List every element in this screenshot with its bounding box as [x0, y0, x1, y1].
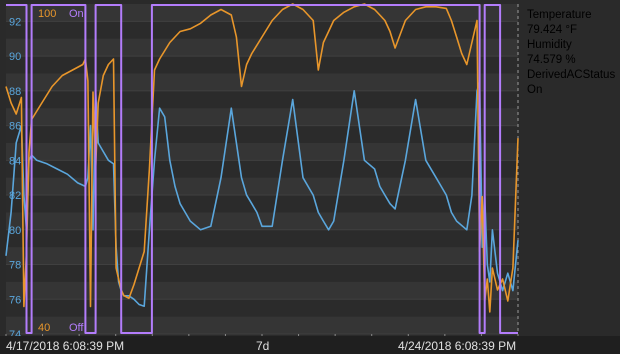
y-tick-humidity-min: 40 — [38, 322, 50, 334]
y-tick-temperature: 90 — [9, 51, 21, 63]
y-tick-temperature: 78 — [9, 260, 21, 272]
grid-bands — [0, 0, 518, 336]
legend-humidity-value: 74.579 % — [527, 54, 576, 66]
y-tick-status-off: Off — [69, 322, 84, 334]
x-label-middle: 7d — [256, 339, 270, 353]
grid-band — [6, 142, 518, 161]
y-tick-humidity-max: 100 — [38, 8, 56, 20]
grid-band — [6, 4, 518, 22]
grid-band — [6, 281, 518, 300]
legend-humidity: Humidity 74.579 % — [527, 38, 619, 68]
y-tick-status-on: On — [69, 8, 84, 20]
grid-band — [6, 247, 518, 265]
y-tick-temperature: 86 — [9, 121, 21, 133]
legend-temperature-name: Temperature — [527, 9, 592, 21]
series-layer — [5, 3, 519, 334]
y-tick-temperature: 76 — [9, 294, 21, 306]
legend-temperature-value: 79.424 °F — [527, 24, 577, 36]
series-line-humidity — [5, 3, 519, 313]
legend-humidity-name: Humidity — [527, 39, 572, 51]
y-tick-temperature: 88 — [9, 86, 21, 98]
x-label-start: 4/17/2018 6:08:39 PM — [6, 339, 125, 353]
legend-ac-status: DerivedACStatus On — [527, 68, 619, 98]
grid-band — [6, 38, 518, 57]
y-tick-temperature: 80 — [9, 225, 21, 237]
grid-band — [6, 108, 518, 126]
x-label-end: 4/24/2018 6:08:39 PM — [398, 339, 517, 353]
left-strip — [0, 0, 6, 336]
y-tick-temperature: 84 — [9, 155, 21, 167]
grid-band — [6, 177, 518, 196]
series-line-derivedacstatus — [6, 4, 518, 334]
legend: Temperature 79.424 °F Humidity 74.579 % … — [527, 8, 619, 98]
grid-band — [6, 73, 518, 91]
legend-ac-status-value: On — [527, 84, 543, 96]
grid-band — [6, 212, 518, 230]
y-tick-temperature: 92 — [9, 16, 21, 28]
grid-band — [6, 316, 518, 334]
legend-temperature: Temperature 79.424 °F — [527, 8, 619, 38]
x-axis: 4/17/2018 6:08:39 PM 7d 4/24/2018 6:08:3… — [0, 336, 620, 354]
legend-ac-status-name: DerivedACStatus — [527, 69, 616, 81]
y-tick-temperature: 82 — [9, 190, 21, 202]
